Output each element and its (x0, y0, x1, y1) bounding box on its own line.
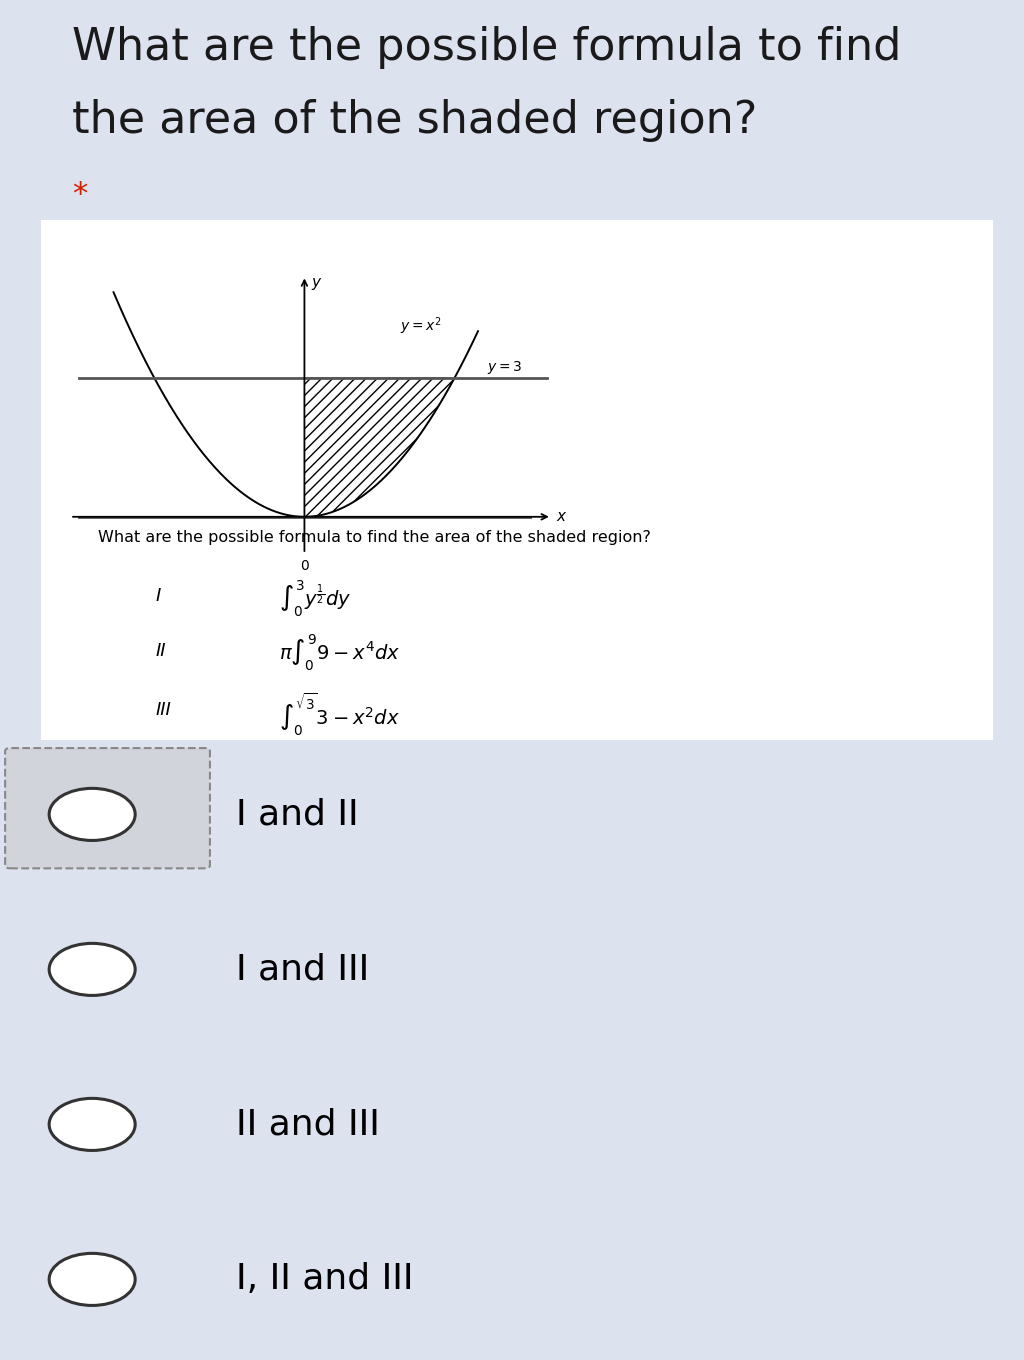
Text: *: * (72, 181, 87, 209)
Text: $x$: $x$ (556, 509, 567, 525)
Circle shape (49, 789, 135, 840)
Text: the area of the shaded region?: the area of the shaded region? (72, 99, 757, 141)
Text: $0$: $0$ (299, 559, 309, 573)
Circle shape (49, 944, 135, 996)
FancyBboxPatch shape (5, 748, 210, 868)
Text: $\pi\int_0^9 9-x^4dx$: $\pi\int_0^9 9-x^4dx$ (279, 632, 400, 673)
Text: III: III (156, 700, 171, 718)
Text: II and III: II and III (236, 1107, 380, 1141)
Text: $y$: $y$ (311, 276, 323, 291)
Text: $\int_0^3 y^{\frac{1}{2}}dy$: $\int_0^3 y^{\frac{1}{2}}dy$ (279, 578, 351, 619)
FancyBboxPatch shape (41, 220, 993, 740)
Text: I and II: I and II (236, 797, 358, 831)
Text: I and III: I and III (236, 952, 369, 986)
Text: II: II (156, 642, 166, 660)
Circle shape (49, 1254, 135, 1306)
Text: What are the possible formula to find: What are the possible formula to find (72, 26, 901, 69)
Text: $\int_0^{\sqrt{3}} 3-x^2dx$: $\int_0^{\sqrt{3}} 3-x^2dx$ (279, 692, 400, 738)
Text: What are the possible formula to find the area of the shaded region?: What are the possible formula to find th… (98, 530, 651, 545)
Text: $y=x^2$: $y=x^2$ (400, 316, 441, 337)
Text: I: I (156, 588, 161, 605)
Text: I, II and III: I, II and III (236, 1262, 413, 1296)
Circle shape (49, 1099, 135, 1151)
Text: $y=3$: $y=3$ (486, 359, 522, 375)
